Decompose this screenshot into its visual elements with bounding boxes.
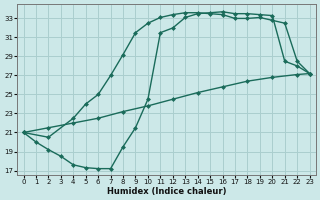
X-axis label: Humidex (Indice chaleur): Humidex (Indice chaleur) — [107, 187, 226, 196]
